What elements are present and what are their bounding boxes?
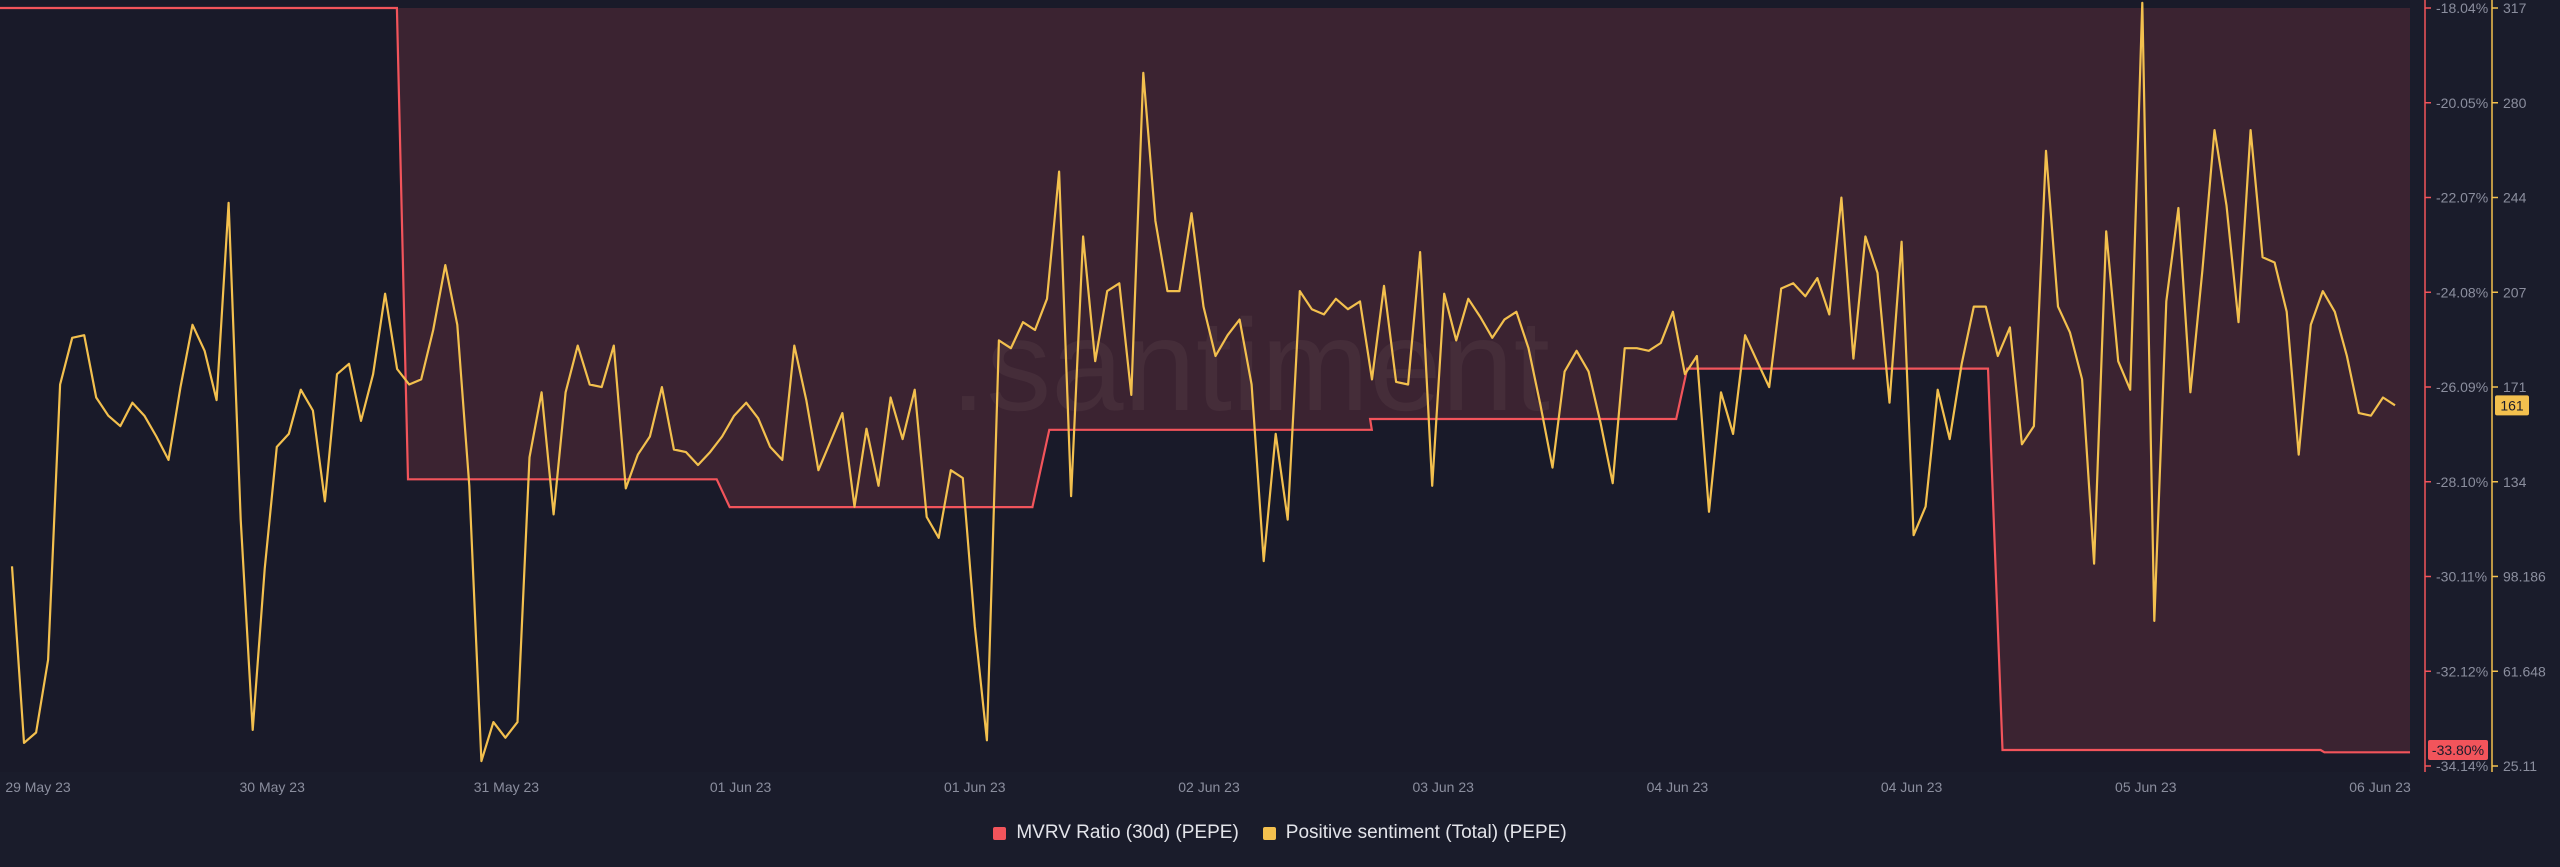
mvrv-axis-tick-label: -28.10%: [2436, 474, 2488, 490]
x-axis-tick-label: 31 May 23: [474, 779, 540, 795]
mvrv-line[interactable]: [0, 6, 2410, 754]
mvrv-area: [0, 8, 2410, 753]
mvrv-axis-tick-label: -20.05%: [2436, 95, 2488, 111]
legend-item-sentiment[interactable]: Positive sentiment (Total) (PEPE): [1262, 822, 1567, 844]
mvrv-axis-tick-label: -26.09%: [2436, 379, 2488, 395]
x-axis-tick-label: 04 Jun 23: [1881, 779, 1943, 795]
sentiment-axis-tick-label: 25.11: [2503, 758, 2537, 774]
sentiment-axis-tick-label: 207: [2503, 284, 2527, 300]
legend-label-sentiment: Positive sentiment (Total) (PEPE): [1285, 822, 1567, 843]
x-axis-tick-label: 06 Jun 23: [2349, 779, 2411, 795]
sentiment-axis-tick-label: 280: [2503, 95, 2527, 111]
sentiment-current-badge: [2495, 395, 2529, 416]
mvrv-axis-tick-label: -32.12%: [2436, 663, 2488, 679]
legend-swatch-mvrv: [993, 826, 1007, 840]
chart-svg[interactable]: .santiment-18.04%-20.05%-22.07%-24.08%-2…: [0, 0, 2560, 815]
sentiment-current-value: 161: [2500, 397, 2524, 413]
x-axis-tick-label: 29 May 23: [5, 779, 71, 795]
legend-label-mvrv: MVRV Ratio (30d) (PEPE): [1016, 822, 1239, 843]
legend-swatch-sentiment: [1262, 826, 1276, 840]
sentiment-axis-tick-label: 244: [2503, 190, 2527, 206]
x-axis-tick-label: 30 May 23: [240, 779, 306, 795]
mvrv-axis-tick-label: -24.08%: [2436, 284, 2488, 300]
legend-item-mvrv[interactable]: MVRV Ratio (30d) (PEPE): [993, 822, 1239, 844]
sentiment-axis-tick-label: 317: [2503, 0, 2527, 16]
mvrv-current-badge: [2428, 739, 2488, 760]
mvrv-axis-tick-label: -30.11%: [2436, 569, 2487, 585]
x-axis-tick-label: 05 Jun 23: [2115, 779, 2177, 795]
mvrv-current-value: -33.80%: [2432, 742, 2484, 758]
x-axis-tick-label: 02 Jun 23: [1178, 779, 1240, 795]
x-axis-tick-label: 04 Jun 23: [1647, 779, 1709, 795]
x-axis-tick-label: 01 Jun 23: [944, 779, 1006, 795]
mvrv-axis-tick-label: -22.07%: [2436, 190, 2488, 206]
x-axis-tick-label: 03 Jun 23: [1412, 779, 1474, 795]
x-axis-tick-label: 01 Jun 23: [710, 779, 772, 795]
mvrv-axis-tick-label: -34.14%: [2436, 758, 2488, 774]
chart-legend: MVRV Ratio (30d) (PEPE) Positive sentime…: [0, 818, 2560, 848]
sentiment-axis-tick-label: 98.186: [2503, 569, 2546, 585]
mvrv-axis-tick-label: -18.04%: [2436, 0, 2488, 16]
sentiment-line[interactable]: [10, 1, 2396, 763]
plot-background: [0, 0, 2410, 772]
sentiment-axis-tick-label: 134: [2503, 474, 2527, 490]
sentiment-axis-tick-label: 171: [2503, 379, 2527, 395]
sentiment-axis-tick-label: 61.648: [2503, 663, 2546, 679]
